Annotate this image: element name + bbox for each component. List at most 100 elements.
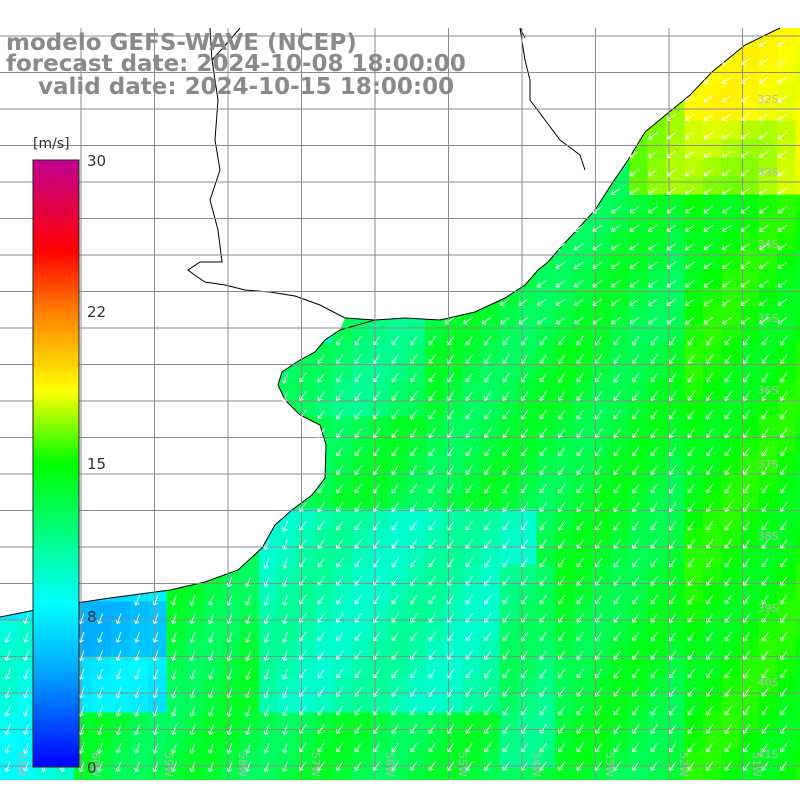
wind-arrow — [539, 465, 547, 475]
wind-arrow — [706, 446, 714, 457]
wind-arrow — [373, 465, 381, 475]
wind-arrow — [539, 631, 547, 642]
wind-arrow — [576, 428, 584, 438]
wind-arrow — [703, 224, 714, 232]
wind-arrow — [648, 261, 658, 269]
wind-arrow — [484, 594, 492, 605]
wind-arrow — [650, 539, 658, 549]
wind-arrow — [391, 483, 399, 494]
wind-arrow — [502, 668, 510, 679]
wind-arrow — [740, 261, 751, 269]
lon-label-58W: 58W — [236, 752, 249, 777]
wind-arrow — [706, 354, 714, 364]
wind-arrow — [521, 724, 529, 734]
wind-arrow — [777, 150, 788, 158]
wind-arrow — [465, 724, 473, 734]
wind-arrow — [354, 539, 362, 549]
wind-arrow — [595, 483, 603, 494]
wind-arrow — [632, 668, 640, 679]
wind-arrow — [502, 465, 510, 475]
wind-arrow — [317, 483, 325, 494]
wind-arrow — [373, 409, 381, 420]
wind-arrow — [632, 483, 640, 494]
wind-arrow — [115, 724, 122, 736]
wind-arrow — [685, 261, 695, 269]
wind-arrow — [706, 539, 714, 549]
wind-arrow — [611, 206, 621, 214]
wind-arrow — [724, 409, 732, 420]
wind-arrow — [722, 132, 732, 140]
wind-arrow — [706, 391, 714, 401]
wind-arrow — [780, 761, 788, 771]
wind-arrow — [447, 465, 455, 475]
wind-arrow — [761, 428, 769, 438]
wind-arrow — [465, 650, 473, 660]
wind-arrow — [447, 594, 455, 605]
wind-arrow — [613, 502, 621, 512]
wind-arrow — [685, 150, 695, 158]
wind-arrow — [687, 391, 695, 401]
wind-arrow — [4, 650, 11, 662]
wind-arrow — [152, 613, 159, 625]
wind-arrow — [502, 372, 510, 383]
wind-arrow — [743, 705, 751, 716]
wind-arrow — [706, 335, 714, 346]
wind-arrow — [502, 409, 510, 420]
wind-arrow — [447, 668, 455, 679]
wind-arrow — [282, 576, 288, 588]
wind-arrow — [484, 335, 492, 346]
wind-arrow — [703, 187, 714, 195]
wind-arrow — [613, 520, 621, 531]
wind-arrow — [428, 520, 436, 531]
wind-arrow — [669, 409, 677, 420]
wind-arrow — [428, 465, 436, 475]
wind-arrow — [595, 372, 603, 383]
wind-arrow — [687, 502, 695, 512]
wind-arrow — [632, 687, 640, 697]
wind-arrow — [245, 742, 251, 754]
wind-arrow — [447, 354, 455, 364]
wind-arrow — [317, 594, 325, 605]
wind-arrow — [317, 668, 325, 679]
wind-arrow — [336, 594, 344, 605]
wind-arrow — [558, 409, 566, 420]
wind-arrow — [761, 391, 769, 401]
colorbar: [m/s] 30 22 15 8 0 — [32, 136, 106, 777]
wind-arrow — [465, 391, 473, 401]
wind-arrow — [282, 668, 288, 680]
wind-arrow — [208, 705, 214, 717]
wind-arrow — [484, 613, 492, 623]
wind-arrow — [632, 372, 640, 383]
wind-arrow — [354, 502, 362, 512]
wind-arrow — [777, 187, 788, 195]
wind-arrow — [669, 483, 677, 494]
wind-arrow — [263, 761, 270, 773]
wind-arrow — [592, 224, 603, 232]
wind-arrow — [743, 335, 751, 346]
wind-arrow — [263, 687, 270, 699]
wind-arrow — [558, 594, 566, 605]
wind-arrow — [595, 465, 603, 475]
wind-arrow — [391, 742, 399, 753]
wind-arrow — [171, 650, 177, 662]
wind-arrow — [189, 613, 196, 625]
wind-arrow — [613, 761, 621, 771]
wind-arrow — [23, 705, 29, 717]
wind-arrow — [521, 354, 529, 364]
wind-arrow — [428, 354, 436, 364]
wind-arrow — [354, 372, 362, 383]
wind-arrow — [706, 668, 714, 679]
wind-arrow — [687, 465, 695, 475]
wind-arrow — [576, 742, 584, 753]
wind-arrow — [465, 354, 473, 364]
wind-arrow — [410, 668, 418, 679]
wind-arrow — [502, 391, 510, 401]
wind-arrow — [595, 502, 603, 512]
wind-arrow — [521, 557, 529, 568]
wind-arrow — [724, 613, 732, 623]
wind-arrow — [592, 243, 603, 251]
wind-arrow — [354, 724, 362, 734]
wind-arrow — [761, 576, 769, 586]
wind-arrow — [558, 520, 566, 531]
wind-arrow — [537, 317, 547, 325]
